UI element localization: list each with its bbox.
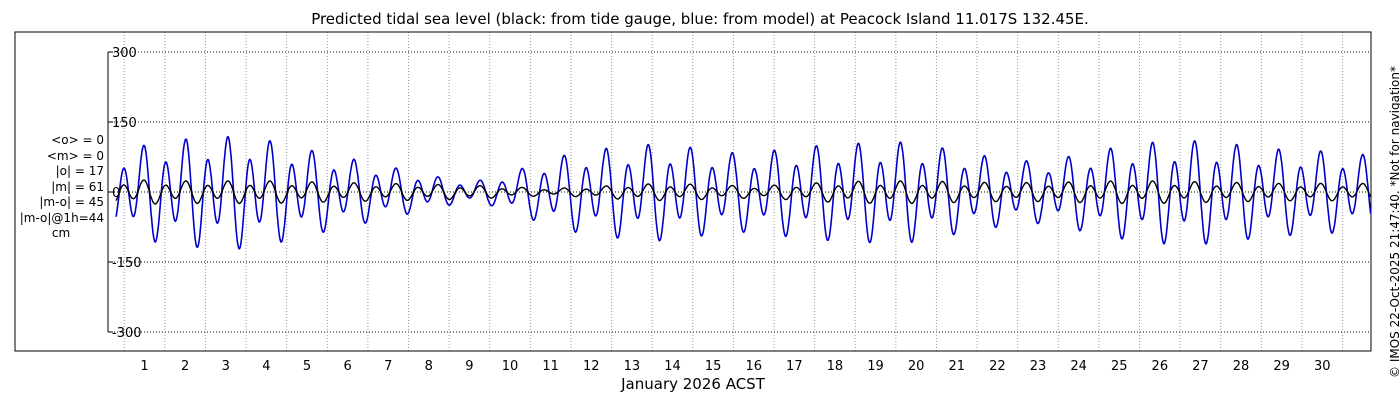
chart-title: Predicted tidal sea level (black: from t… — [311, 10, 1089, 28]
x-axis-label: January 2026 ACST — [621, 375, 765, 393]
x-tick-label: 24 — [1070, 359, 1087, 374]
x-tick-label: 30 — [1314, 359, 1331, 374]
x-tick-label: 6 — [343, 359, 351, 374]
series-line-tide-gauge — [115, 179, 1372, 205]
x-tick-label: 12 — [583, 359, 600, 374]
plot-frame — [14, 31, 1372, 352]
x-tick-label: 9 — [465, 359, 473, 374]
x-tick-label: 5 — [303, 359, 311, 374]
y-axis-ticks: 300 150 0 -150 -300 — [108, 46, 142, 341]
x-tick-label: 3 — [222, 359, 230, 374]
x-tick-label: 20 — [908, 359, 925, 374]
y-tick-label: -300 — [112, 326, 142, 341]
y-tick-label: 0 — [112, 186, 120, 201]
stat-abs-obs: |o| = 17 — [55, 164, 104, 178]
stat-mean-obs: <o> = 0 — [51, 133, 104, 147]
y-tick-label: 300 — [112, 46, 137, 61]
x-tick-label: 8 — [425, 359, 433, 374]
x-tick-label: 25 — [1111, 359, 1128, 374]
y-tick-label: -150 — [112, 256, 142, 271]
x-tick-label: 7 — [384, 359, 392, 374]
x-tick-label: 28 — [1233, 359, 1250, 374]
x-tick-label: 29 — [1273, 359, 1290, 374]
x-tick-label: 1 — [140, 359, 148, 374]
y-tick-label: 150 — [112, 116, 137, 131]
copyright-credit: © IMOS 22-Oct-2025 21:47:40. *Not for na… — [1388, 66, 1400, 378]
x-tick-label: 10 — [502, 359, 519, 374]
stats-panel: <o> = 0 <m> = 0 |o| = 17 |m| = 61 |m-o| … — [10, 133, 104, 242]
stat-abs-diff-1h: |m-o|@1h=44 — [19, 210, 104, 225]
x-tick-label: 14 — [664, 359, 681, 374]
x-tick-label: 16 — [745, 359, 762, 374]
series-line-model — [115, 135, 1372, 250]
x-tick-label: 13 — [624, 359, 641, 374]
stat-unit: cm — [51, 226, 71, 240]
x-tick-label: 18 — [827, 359, 844, 374]
x-tick-label: 15 — [705, 359, 722, 374]
stat-abs-diff: |m-o| = 45 — [39, 195, 104, 209]
x-tick-label: 17 — [786, 359, 803, 374]
x-tick-label: 4 — [262, 359, 270, 374]
x-tick-label: 2 — [181, 359, 189, 374]
grid-lines — [108, 32, 1371, 351]
x-tick-label: 27 — [1192, 359, 1209, 374]
stat-abs-model: |m| = 61 — [51, 179, 104, 194]
series-lines — [115, 135, 1372, 250]
x-tick-label: 19 — [867, 359, 884, 374]
x-tick-label: 11 — [542, 359, 559, 374]
x-tick-label: 21 — [948, 359, 965, 374]
x-tick-label: 22 — [989, 359, 1006, 374]
x-tick-label: 23 — [1030, 359, 1047, 374]
stat-mean-model: <m> = 0 — [46, 148, 104, 163]
x-tick-label: 26 — [1152, 359, 1169, 374]
x-axis-ticks: 1 2 3 4 5 6 7 8 9 10 11 12 13 14 15 16 17 18 19 20 21 22 23 24 2… — [140, 359, 1330, 374]
